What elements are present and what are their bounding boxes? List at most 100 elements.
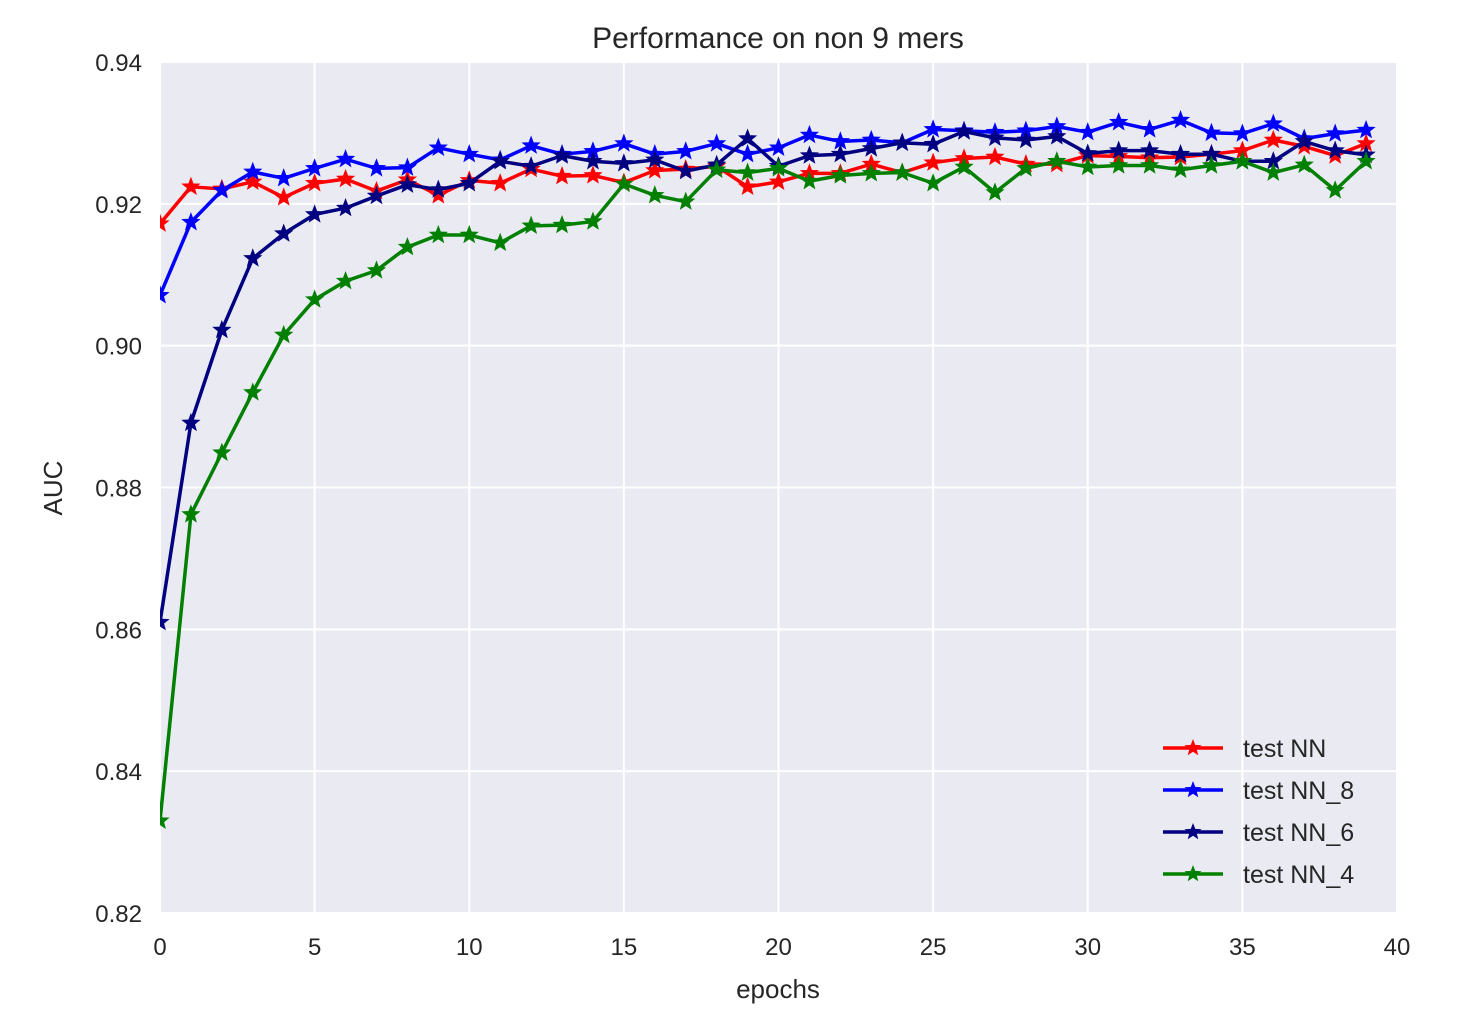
data-point-test-nn-8 [1170, 110, 1191, 129]
y-axis-ticks: 0.82 0.84 0.86 0.88 0.90 0.92 0.94 [95, 50, 142, 928]
data-point-test-nn-8 [243, 161, 263, 181]
data-point-test-nn [160, 213, 170, 232]
data-point-test-nn-8 [1263, 113, 1283, 132]
data-point-test-nn-8 [366, 158, 387, 177]
data-point-test-nn-6 [923, 134, 943, 153]
data-point-test-nn-8 [1201, 122, 1222, 142]
data-point-test-nn-8 [1078, 122, 1098, 141]
x-tick-label: 0 [153, 934, 166, 961]
x-tick-label: 15 [611, 934, 638, 961]
data-point-test-nn-8 [768, 137, 789, 157]
grid [159, 61, 1398, 914]
data-point-test-nn-8 [212, 180, 232, 199]
data-point-test-nn-6 [1109, 140, 1129, 159]
data-point-test-nn-4 [521, 215, 541, 235]
data-point-test-nn-6 [490, 151, 510, 170]
data-point-test-nn-4 [923, 173, 943, 192]
data-point-test-nn-8 [521, 135, 541, 154]
legend-item-test-nn-4: test NN_4 [1163, 861, 1354, 889]
legend-label: test NN_8 [1243, 777, 1354, 805]
data-point-test-nn-6 [428, 179, 448, 198]
legend-marker [1184, 781, 1202, 798]
data-point-test-nn-4 [335, 270, 356, 290]
data-point-test-nn-6 [212, 319, 232, 339]
data-point-test-nn-8 [1356, 119, 1376, 139]
data-point-test-nn-8 [1109, 112, 1129, 131]
series-line-test-nn [160, 138, 1367, 225]
data-point-test-nn-6 [160, 612, 170, 631]
legend-marker [1184, 739, 1202, 756]
data-point-test-nn-4 [1356, 151, 1376, 170]
series-test-nn-6 [160, 121, 1376, 631]
data-point-test-nn [552, 166, 572, 185]
data-point-test-nn-6 [366, 185, 387, 205]
data-point-test-nn-4 [160, 810, 170, 830]
data-point-test-nn-8 [799, 124, 820, 144]
data-point-test-nn-4 [428, 224, 448, 244]
data-point-test-nn [737, 176, 758, 196]
x-tick-label: 20 [765, 934, 792, 961]
legend-item-test-nn-8: test NN_8 [1163, 777, 1354, 805]
data-point-test-nn-6 [1139, 140, 1160, 159]
data-point-test-nn-4 [243, 382, 263, 401]
x-tick-label: 30 [1074, 934, 1101, 961]
y-tick-label: 0.86 [95, 617, 142, 644]
y-tick-label: 0.84 [95, 759, 142, 786]
data-point-test-nn-8 [707, 133, 727, 152]
data-point-test-nn-6 [304, 204, 325, 223]
data-point-test-nn-4 [1232, 151, 1253, 170]
data-point-test-nn-6 [397, 174, 418, 193]
data-point-test-nn-4 [861, 163, 881, 182]
data-point-test-nn [335, 168, 356, 188]
data-point-test-nn-6 [1170, 144, 1191, 163]
data-point-test-nn-6 [274, 223, 294, 242]
y-tick-label: 0.92 [95, 192, 142, 219]
legend-marker [1184, 823, 1202, 840]
x-axis-label: epochs [736, 974, 820, 1004]
data-point-test-nn-4 [676, 191, 696, 210]
data-point-test-nn-6 [1016, 129, 1036, 149]
data-point-test-nn-4 [1263, 162, 1283, 181]
data-point-test-nn-4 [1139, 155, 1160, 174]
data-point-test-nn-6 [521, 156, 541, 175]
data-point-test-nn-4 [1325, 180, 1345, 199]
data-point-test-nn-8 [304, 158, 325, 177]
data-point-test-nn-4 [1047, 151, 1067, 170]
data-point-test-nn-4 [830, 165, 850, 184]
data-point-test-nn-4 [583, 211, 603, 230]
data-point-test-nn-4 [985, 182, 1005, 201]
data-point-test-nn-6 [737, 128, 758, 147]
data-point-test-nn-4 [274, 324, 294, 344]
data-point-test-nn-4 [707, 159, 727, 178]
data-point-test-nn-6 [243, 248, 263, 267]
data-point-test-nn-8 [614, 133, 634, 152]
data-point-test-nn [923, 152, 943, 171]
data-point-test-nn-4 [366, 260, 387, 279]
data-point-test-nn-8 [274, 168, 294, 187]
series-layer [160, 110, 1376, 830]
data-point-test-nn-4 [212, 442, 232, 461]
data-point-test-nn [428, 185, 448, 204]
data-point-test-nn-4 [552, 214, 572, 234]
data-point-test-nn [1263, 129, 1283, 149]
data-point-test-nn-6 [676, 161, 696, 180]
data-point-test-nn-4 [397, 236, 418, 256]
data-point-test-nn-4 [892, 162, 912, 181]
data-point-test-nn [985, 146, 1005, 166]
data-point-test-nn [181, 176, 201, 196]
data-point-test-nn-4 [304, 289, 325, 308]
legend-label: test NN [1243, 735, 1326, 763]
data-point-test-nn-6 [552, 145, 572, 164]
y-tick-label: 0.90 [95, 334, 142, 361]
data-point-test-nn-6 [583, 151, 603, 170]
legend-label: test NN_6 [1243, 819, 1354, 847]
chart-title: Performance on non 9 mers [592, 22, 964, 55]
data-point-test-nn-6 [861, 138, 881, 157]
data-point-test-nn-4 [1078, 156, 1098, 176]
x-axis-ticks: 0 5 10 15 20 25 30 35 40 [153, 934, 1410, 961]
data-point-test-nn-4 [799, 171, 820, 190]
x-tick-label: 25 [920, 934, 947, 961]
data-point-test-nn-6 [335, 197, 356, 217]
data-point-test-nn-4 [490, 232, 510, 252]
